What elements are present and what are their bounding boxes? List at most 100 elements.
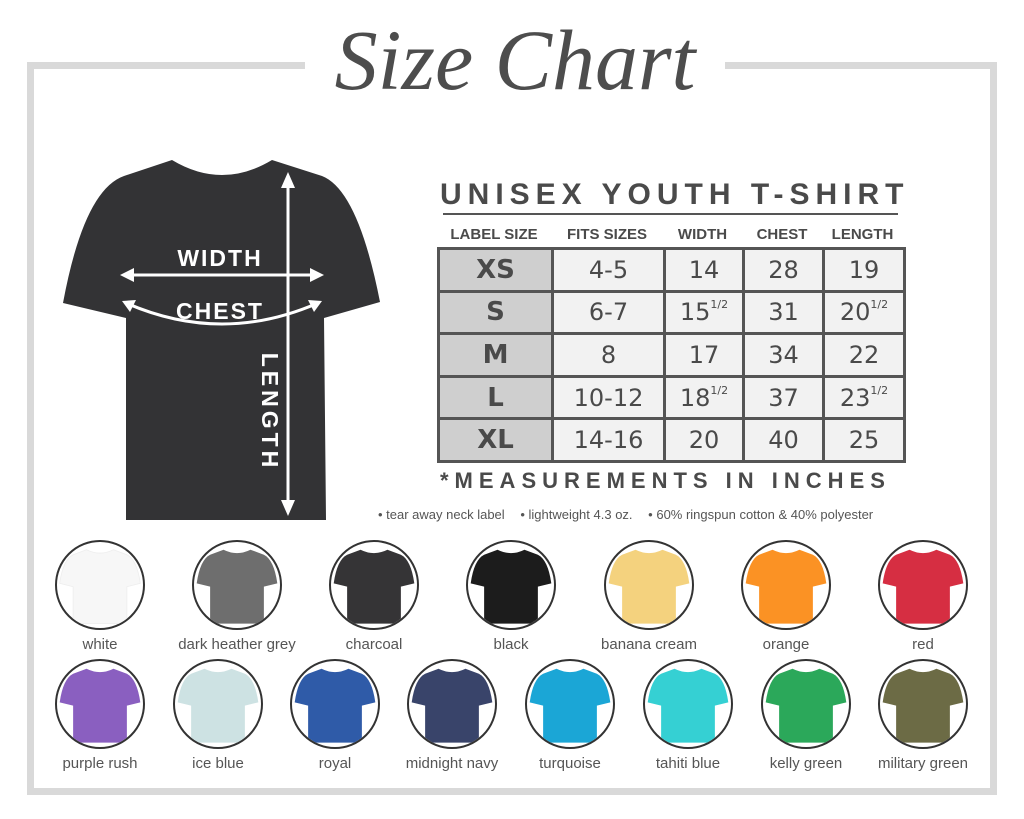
cell-fraction: 1/2 [710,298,729,312]
swatch-circle [407,659,497,749]
cell-length: 25 [822,417,906,463]
swatch-circle [290,659,380,749]
swatch-turquoise[interactable]: turquoise [510,659,630,772]
swatch-circle [173,659,263,749]
cell-value: 40 [768,426,799,455]
swatch-circle [525,659,615,749]
title-underline [443,213,898,215]
cell-width: 181/2 [663,374,745,421]
cell-value: XL [477,425,514,456]
cell-chest: 37 [742,374,825,421]
cell-chest: 28 [742,247,825,293]
swatch-circle [55,659,145,749]
table-row: XL 14-16 20 40 25 [437,417,906,463]
swatch-banana-cream[interactable]: banana cream [589,540,709,653]
cell-fits-sizes: 10-12 [551,374,666,421]
cell-chest: 31 [742,289,825,336]
cell-width: 14 [663,247,745,293]
feature-item: • 60% ringspun cotton & 40% polyester [648,507,874,522]
cell-width: 17 [663,332,745,378]
tshirt-icon [745,549,827,624]
tshirt-icon [196,549,278,624]
swatch-label: tahiti blue [655,755,721,772]
tshirt-icon [177,668,259,743]
swatch-orange[interactable]: orange [726,540,846,653]
table-title: UNISEX YOUTH T-SHIRT [440,178,910,211]
swatch-label: royal [318,755,352,772]
cell-label-size: XS [437,247,554,293]
swatch-dark-heather-grey[interactable]: dark heather grey [177,540,297,653]
swatch-label: military green [877,755,969,772]
main-shirt-diagram: WIDTH CHEST LENGTH [63,160,380,520]
tshirt-icon [529,668,611,743]
swatch-ice-blue[interactable]: ice blue [158,659,278,772]
cell-value: M [482,339,509,370]
swatch-circle [878,659,968,749]
table-row: S 6-7 151/2 31 20 1/2 [437,289,906,336]
swatch-black[interactable]: black [451,540,571,653]
cell-label-size: S [437,289,554,336]
swatch-midnight-navy[interactable]: midnight navy [392,659,512,772]
cell-fits-sizes: 8 [551,332,666,378]
cell-width: 151/2 [663,289,745,336]
swatch-purple-rush[interactable]: purple rush [40,659,160,772]
swatch-label: midnight navy [405,755,499,772]
measurement-note: *MEASUREMENTS IN INCHES [440,468,891,493]
cell-value: 25 [848,426,880,455]
table-row: XS 4-5 14 28 19 [437,247,906,293]
cell-length: 231/2 [822,374,906,421]
cell-value: 22 [848,340,880,369]
header-fits-sizes: FITS SIZES [566,226,647,243]
swatch-label: kelly green [769,755,843,772]
cell-value: 20 [688,426,720,455]
header-length: LENGTH [831,226,894,243]
swatch-circle [466,540,556,630]
cell-width: 20 [663,417,745,463]
swatch-kelly-green[interactable]: kelly green [746,659,866,772]
cell-length: 22 [822,332,906,378]
swatch-white[interactable]: white [40,540,160,653]
swatch-label: ice blue [192,755,244,772]
cell-chest: 34 [742,332,825,378]
tshirt-icon [294,668,376,743]
swatch-circle [643,659,733,749]
cell-length: 19 [822,247,906,293]
cell-label-size: M [437,332,554,378]
cell-value: 6-7 [588,298,629,327]
swatch-circle [329,540,419,630]
header-chest: CHEST [756,226,808,243]
cell-value: 31 [768,298,799,327]
swatch-circle [878,540,968,630]
tshirt-image [63,160,380,520]
swatch-charcoal[interactable]: charcoal [314,540,434,653]
feature-item: • lightweight 4.3 oz. [520,507,633,522]
swatch-label: banana cream [601,636,697,653]
cell-value: 14 [688,255,720,284]
swatch-label: orange [762,636,810,653]
width-label: WIDTH [177,245,262,271]
cell-chest: 40 [742,417,825,463]
tshirt-icon [882,549,964,624]
swatch-royal[interactable]: royal [275,659,395,772]
cell-value: 17 [688,340,720,369]
swatch-circle [604,540,694,630]
tshirt-icon [411,668,493,743]
swatch-circle [761,659,851,749]
feature-item: • tear away neck label [378,507,505,522]
table-row: M 8 17 34 22 [437,332,906,378]
swatch-red[interactable]: red [863,540,983,653]
swatch-tahiti-blue[interactable]: tahiti blue [628,659,748,772]
cell-value: S [486,297,505,328]
swatch-label: purple rush [62,755,138,772]
cell-value: 20 [839,298,871,327]
header-label-size: LABEL SIZE [450,226,538,243]
cell-fits-sizes: 4-5 [551,247,666,293]
cell-value: XS [476,254,515,285]
feature-list: • tear away neck label • lightweight 4.3… [378,507,978,522]
swatch-circle [55,540,145,630]
cell-label-size: L [437,374,554,421]
title-background [305,20,725,115]
cell-value: 18 [679,383,711,412]
swatch-military-green[interactable]: military green [863,659,983,772]
swatch-label: red [912,636,934,653]
